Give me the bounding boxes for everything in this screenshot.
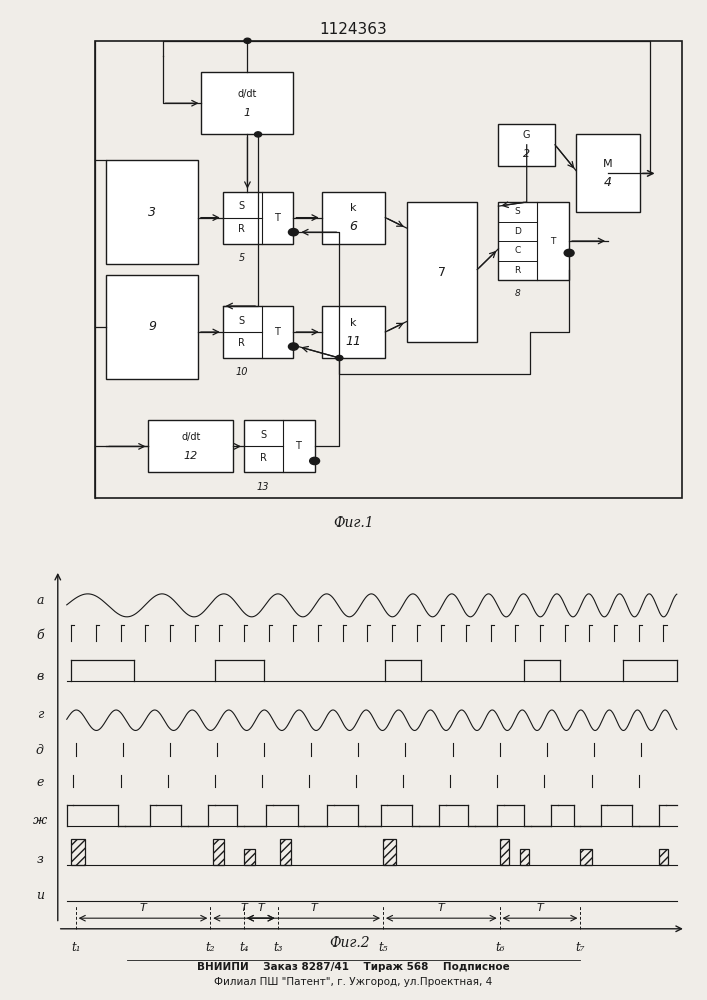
Text: T: T: [240, 903, 247, 913]
Bar: [576, 134, 640, 212]
Circle shape: [310, 457, 320, 465]
Bar: [201, 72, 293, 134]
Text: T: T: [296, 441, 301, 451]
Text: S: S: [260, 430, 266, 440]
Text: t₄: t₄: [239, 941, 249, 954]
Text: S: S: [239, 316, 245, 326]
Text: Фиг.2: Фиг.2: [329, 936, 370, 950]
Text: 4: 4: [604, 176, 612, 189]
Bar: [500, 839, 508, 865]
Text: S: S: [239, 201, 245, 211]
Text: 8: 8: [515, 289, 520, 298]
Text: T: T: [438, 903, 445, 913]
Circle shape: [564, 249, 574, 257]
Text: R: R: [515, 266, 520, 275]
Text: б: б: [36, 629, 44, 642]
Text: T: T: [537, 903, 544, 913]
Text: 10: 10: [235, 367, 248, 377]
Text: k: k: [350, 318, 357, 328]
Text: D: D: [514, 227, 521, 236]
Text: 9: 9: [148, 320, 156, 333]
Text: 1: 1: [244, 108, 251, 118]
Circle shape: [288, 343, 298, 350]
Text: R: R: [238, 338, 245, 348]
Bar: [148, 420, 233, 472]
Bar: [520, 849, 529, 865]
Text: и: и: [36, 889, 44, 902]
Text: 11: 11: [346, 335, 361, 348]
Text: з: з: [36, 853, 43, 866]
Bar: [71, 839, 85, 865]
Bar: [322, 192, 385, 244]
Text: t₆: t₆: [495, 941, 504, 954]
Text: 13: 13: [257, 482, 269, 492]
Text: t₃: t₃: [274, 941, 284, 954]
Text: T: T: [140, 903, 146, 913]
Text: 6: 6: [349, 220, 358, 233]
Text: Филиал ПШ "Патент", г. Ужгород, ул.Проектная, 4: Филиал ПШ "Патент", г. Ужгород, ул.Проек…: [214, 977, 493, 987]
Text: S: S: [515, 207, 520, 216]
Circle shape: [336, 355, 343, 361]
Text: G: G: [523, 130, 530, 140]
Text: г: г: [37, 708, 43, 721]
Text: M: M: [603, 159, 613, 169]
Bar: [322, 306, 385, 358]
Bar: [244, 420, 315, 472]
Text: ж: ж: [33, 814, 47, 827]
Bar: [498, 202, 569, 280]
Text: t₅: t₅: [378, 941, 387, 954]
Text: t₁: t₁: [71, 941, 81, 954]
Text: в: в: [36, 670, 43, 683]
Text: T: T: [274, 327, 280, 337]
Circle shape: [244, 38, 251, 43]
Text: 7: 7: [438, 266, 446, 279]
Bar: [383, 839, 397, 865]
Text: T: T: [550, 236, 556, 245]
Bar: [223, 192, 293, 244]
Circle shape: [288, 229, 298, 236]
Bar: [95, 41, 682, 498]
Text: Фиг.1: Фиг.1: [333, 516, 374, 530]
Bar: [106, 275, 198, 379]
Text: C: C: [515, 246, 520, 255]
Text: t₂: t₂: [206, 941, 215, 954]
Text: а: а: [36, 594, 44, 607]
Text: 1124363: 1124363: [320, 22, 387, 37]
Bar: [213, 839, 223, 865]
Text: 3: 3: [148, 206, 156, 219]
Text: T: T: [310, 903, 317, 913]
Bar: [407, 202, 477, 342]
Text: 2: 2: [523, 149, 530, 159]
Text: 5: 5: [239, 253, 245, 263]
Text: T: T: [274, 213, 280, 223]
Text: 12: 12: [184, 451, 198, 461]
Bar: [498, 124, 555, 166]
Bar: [580, 849, 592, 865]
Text: ВНИИПИ    Заказ 8287/41    Тираж 568    Подписное: ВНИИПИ Заказ 8287/41 Тираж 568 Подписное: [197, 962, 510, 972]
Bar: [280, 839, 291, 865]
Text: d/dt: d/dt: [238, 89, 257, 99]
Text: t₇: t₇: [575, 941, 585, 954]
Text: R: R: [259, 453, 267, 463]
Text: T: T: [257, 903, 264, 913]
Bar: [223, 306, 293, 358]
Bar: [106, 160, 198, 264]
Text: d/dt: d/dt: [181, 432, 201, 442]
Text: k: k: [350, 203, 357, 213]
Bar: [659, 849, 668, 865]
Text: R: R: [238, 224, 245, 234]
Text: д: д: [36, 744, 44, 757]
Bar: [244, 849, 255, 865]
Circle shape: [255, 132, 262, 137]
Text: е: е: [36, 776, 44, 789]
